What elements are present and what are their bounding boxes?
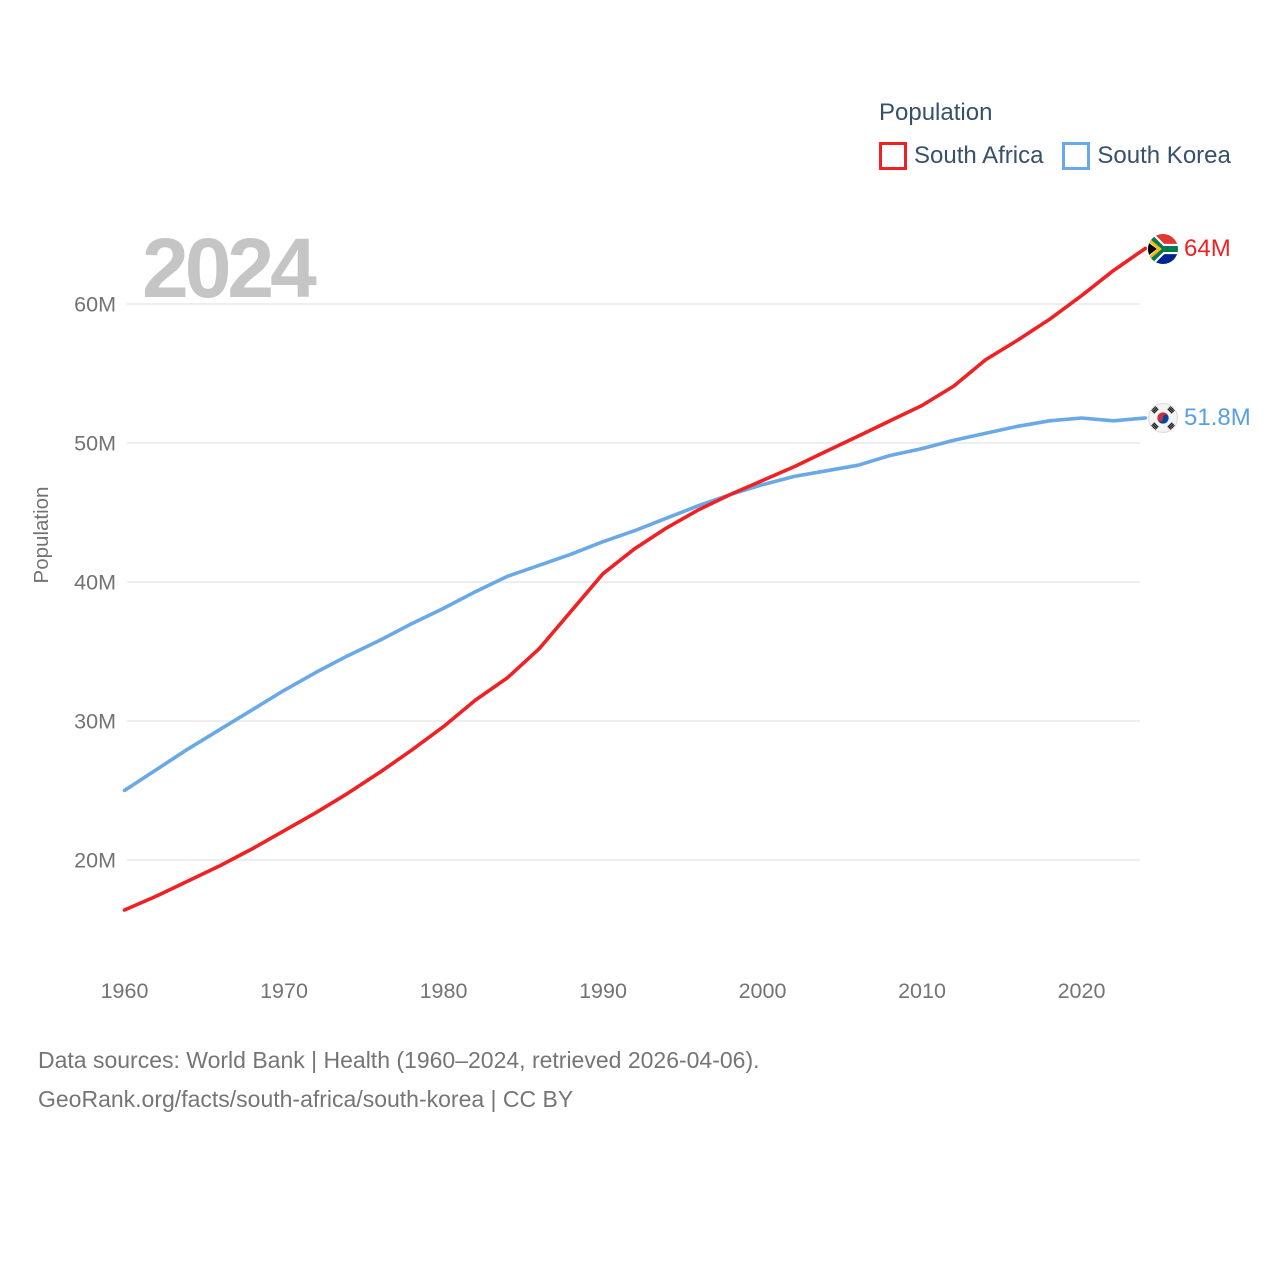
svg-text:20M: 20M	[74, 848, 116, 872]
legend: Population South Africa South Korea	[879, 99, 1231, 170]
south-africa-flag-icon	[1148, 234, 1178, 264]
y-axis-tick-labels: 20M 30M 40M 50M 60M	[74, 292, 116, 872]
legend-label: South Africa	[914, 142, 1044, 169]
svg-text:1960: 1960	[101, 979, 149, 1003]
svg-text:60M: 60M	[74, 292, 116, 316]
svg-text:30M: 30M	[74, 709, 116, 733]
legend-label: South Korea	[1097, 142, 1231, 169]
svg-text:2010: 2010	[898, 979, 946, 1003]
south-africa-swatch-icon	[879, 142, 907, 170]
south-korea-flag-icon	[1148, 403, 1178, 433]
attribution-line: GeoRank.org/facts/south-africa/south-kor…	[38, 1086, 574, 1112]
legend-title: Population	[879, 99, 993, 126]
svg-text:2000: 2000	[739, 979, 787, 1003]
svg-text:50M: 50M	[74, 431, 116, 455]
south-korea-value-label: 51.8M	[1184, 404, 1251, 431]
data-sources-footer: Data sources: World Bank | Health (1960–…	[38, 1041, 760, 1119]
legend-item-south-korea[interactable]: South Korea	[1062, 142, 1231, 170]
line-south-korea	[122, 416, 1148, 793]
svg-text:1990: 1990	[579, 979, 627, 1003]
population-line-chart: 20M 30M 40M 50M 60M 1960 1970 1980 1990 2000 2010…	[30, 246, 1148, 1003]
legend-rows: South Africa South Korea	[879, 142, 1231, 170]
gridlines	[127, 303, 1140, 861]
svg-text:40M: 40M	[74, 570, 116, 594]
line-south-africa	[122, 246, 1148, 912]
data-lines	[122, 246, 1148, 912]
south-korea-swatch-icon	[1062, 142, 1091, 170]
svg-text:2020: 2020	[1058, 979, 1106, 1003]
svg-text:1980: 1980	[420, 979, 468, 1003]
y-axis-title: Population	[30, 487, 53, 584]
legend-item-south-africa[interactable]: South Africa	[879, 142, 1043, 170]
x-axis-tick-labels: 1960 1970 1980 1990 2000 2010 2020	[101, 979, 1106, 1003]
south-africa-value-label: 64M	[1184, 235, 1231, 262]
year-watermark: 2024	[142, 221, 317, 315]
svg-text:1970: 1970	[260, 979, 308, 1003]
data-sources-line: Data sources: World Bank | Health (1960–…	[38, 1047, 760, 1073]
